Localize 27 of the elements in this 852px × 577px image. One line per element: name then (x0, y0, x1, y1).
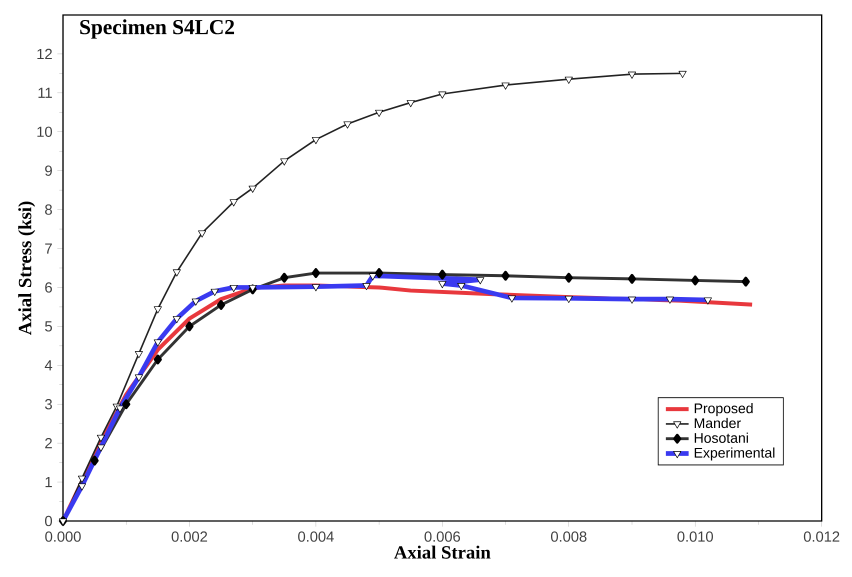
y-tick-label: 9 (45, 166, 52, 176)
y-tick-label: 10 (37, 126, 52, 137)
legend-label: Proposed (694, 403, 753, 416)
x-tick-label: 0.010 (677, 531, 713, 542)
y-tick-label: 5 (45, 321, 52, 332)
y-tick-label: 11 (38, 88, 52, 98)
y-tick-label: 4 (44, 360, 52, 370)
legend-label: Hosotani (694, 432, 748, 443)
x-tick-label: 0.008 (550, 531, 586, 542)
chart-title: Specimen S4LC2 (80, 19, 234, 39)
y-tick-label: 8 (45, 204, 52, 215)
y-tick-label: 6 (45, 282, 52, 293)
x-tick-label: 0.002 (172, 531, 208, 542)
x-tick-label: 0.012 (804, 531, 840, 542)
y-tick-label: 7 (45, 243, 52, 254)
y-axis-title: Axial Stress (ksi) (18, 202, 36, 336)
x-axis-title: Axial Strain (394, 546, 491, 559)
legend-label: Mander (694, 418, 741, 428)
y-tick-label: 0 (45, 516, 52, 526)
y-tick-label: 3 (45, 399, 52, 410)
x-tick-label: 0.004 (298, 531, 334, 542)
x-tick-label: 0.000 (45, 531, 81, 542)
legend-label: Experimental (694, 447, 774, 460)
y-tick-label: 12 (37, 48, 52, 60)
y-tick-label: 2 (45, 438, 52, 448)
y-tick-label: 1 (46, 477, 52, 488)
x-tick-label: 0.006 (424, 531, 460, 542)
